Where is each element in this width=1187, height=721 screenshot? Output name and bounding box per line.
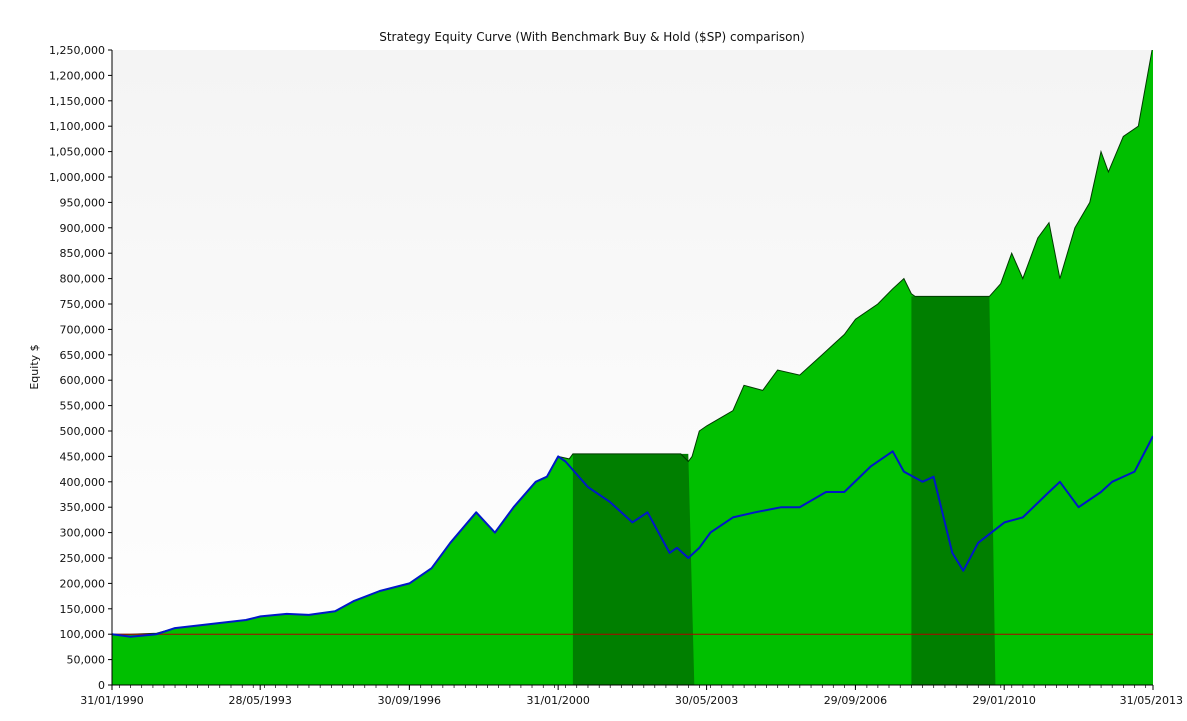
cash-period-band-2 <box>911 296 996 685</box>
y-tick-label: 250,000 <box>60 552 106 565</box>
cash-period-band-1 <box>572 453 695 685</box>
y-tick-label: 1,200,000 <box>49 69 105 82</box>
y-tick-label: 300,000 <box>60 527 106 540</box>
series-layer <box>112 50 1153 685</box>
strategy-area <box>112 50 1153 685</box>
y-tick-label: 50,000 <box>67 654 106 667</box>
x-tick-label: 31/01/2000 <box>526 694 589 707</box>
y-tick-label: 150,000 <box>60 603 106 616</box>
y-tick-label: 1,100,000 <box>49 120 105 133</box>
benchmark-line <box>112 435 1153 638</box>
x-tick-label: 30/09/1996 <box>378 694 441 707</box>
y-tick-label: 800,000 <box>60 273 106 286</box>
y-tick-label: 200,000 <box>60 577 106 590</box>
y-tick-label: 650,000 <box>60 349 106 362</box>
y-tick-label: 950,000 <box>60 196 106 209</box>
chart-title: Strategy Equity Curve (With Benchmark Bu… <box>379 30 805 44</box>
x-tick-label: 31/05/2013 <box>1120 694 1183 707</box>
y-tick-label: 350,000 <box>60 501 106 514</box>
x-tick-label: 31/01/1990 <box>80 694 143 707</box>
y-tick-label: 450,000 <box>60 450 106 463</box>
x-tick-label: 28/05/1993 <box>228 694 291 707</box>
x-tick-label: 29/01/2010 <box>972 694 1035 707</box>
y-tick-label: 500,000 <box>60 425 106 438</box>
y-tick-label: 850,000 <box>60 247 106 260</box>
y-tick-label: 900,000 <box>60 222 106 235</box>
y-tick-label: 400,000 <box>60 476 106 489</box>
y-tick-label: 1,250,000 <box>49 44 105 57</box>
axis-layer: 0 50,000 100,000 150,000 200,000 250,000 300,0… <box>49 44 1183 707</box>
y-axis-label: Equity $ <box>28 344 41 389</box>
y-tick-label: 600,000 <box>60 374 106 387</box>
y-tick-label: 1,000,000 <box>49 171 105 184</box>
x-tick-label: 30/05/2003 <box>675 694 738 707</box>
y-tick-label: 750,000 <box>60 298 106 311</box>
y-tick-label: 550,000 <box>60 400 106 413</box>
y-tick-label: 0 <box>98 679 105 692</box>
y-tick-label: 100,000 <box>60 628 106 641</box>
x-tick-label: 29/09/2006 <box>824 694 887 707</box>
y-tick-label: 1,050,000 <box>49 146 105 159</box>
y-tick-label: 1,150,000 <box>49 95 105 108</box>
y-tick-label: 700,000 <box>60 323 106 336</box>
